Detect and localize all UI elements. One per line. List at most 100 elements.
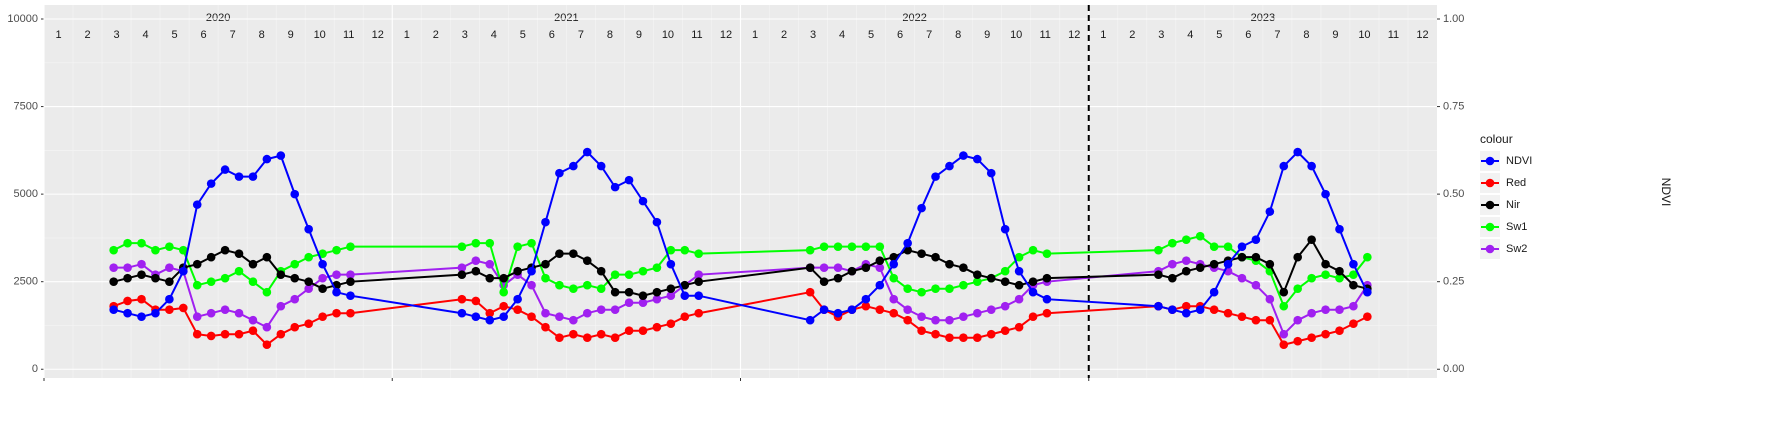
point	[805, 287, 815, 297]
point	[527, 266, 536, 276]
point	[638, 266, 648, 276]
point	[1349, 270, 1358, 279]
point	[1363, 252, 1372, 262]
month-label: 1	[404, 29, 410, 41]
point	[1000, 326, 1010, 336]
point	[555, 168, 564, 178]
month-label: 9	[984, 29, 990, 41]
point	[1168, 305, 1177, 315]
point	[569, 315, 578, 325]
point	[499, 287, 508, 297]
point	[1042, 273, 1052, 283]
point	[123, 238, 132, 248]
legend-label: Sw1	[1506, 221, 1527, 233]
point	[931, 315, 940, 325]
month-label: 11	[1040, 29, 1051, 41]
y2-tick-label: 0.75	[1443, 100, 1464, 112]
point	[986, 168, 996, 178]
point	[151, 273, 160, 283]
point	[109, 277, 118, 286]
legend-label: Nir	[1506, 199, 1520, 211]
point	[638, 291, 648, 300]
point	[1195, 263, 1205, 272]
point	[582, 280, 592, 290]
point	[973, 333, 982, 343]
point	[652, 322, 662, 332]
point	[847, 305, 857, 315]
month-label: 7	[1274, 29, 1280, 41]
legend-point	[1485, 178, 1495, 188]
point	[1154, 245, 1163, 255]
point	[332, 287, 341, 297]
point	[220, 329, 230, 339]
point	[1042, 249, 1052, 258]
point	[1181, 301, 1191, 311]
point	[903, 305, 912, 315]
point	[945, 315, 954, 325]
point	[109, 263, 118, 272]
point	[959, 263, 968, 272]
point	[179, 266, 188, 276]
point	[1209, 242, 1219, 251]
point	[1181, 308, 1191, 318]
point	[1237, 312, 1247, 322]
point	[596, 284, 606, 293]
point	[666, 245, 676, 255]
point	[262, 322, 272, 332]
point	[959, 151, 968, 160]
point	[680, 245, 690, 255]
point	[137, 259, 146, 269]
point	[513, 305, 522, 315]
point	[332, 270, 341, 279]
month-label: 6	[549, 29, 555, 41]
point	[959, 312, 968, 322]
point	[1321, 189, 1330, 199]
point	[666, 259, 676, 269]
point	[973, 308, 982, 318]
point	[248, 315, 258, 325]
point	[638, 196, 648, 206]
point	[318, 273, 327, 283]
month-label: 4	[143, 29, 149, 41]
point	[304, 277, 313, 286]
point	[165, 242, 174, 251]
point	[1321, 259, 1330, 269]
point	[875, 242, 885, 251]
point	[151, 308, 160, 318]
month-label: 12	[1416, 29, 1428, 41]
point	[248, 277, 258, 286]
point	[1028, 287, 1038, 297]
point	[624, 270, 634, 279]
month-label: 8	[1303, 29, 1309, 41]
point	[1042, 294, 1052, 304]
point	[973, 270, 982, 279]
point	[123, 296, 132, 306]
point	[555, 249, 564, 258]
point	[1363, 312, 1372, 322]
month-label: 7	[578, 29, 584, 41]
point	[304, 224, 313, 234]
point	[248, 326, 258, 336]
point	[1335, 273, 1344, 283]
point	[137, 294, 146, 304]
point	[457, 294, 467, 304]
point	[889, 308, 899, 318]
point	[234, 329, 244, 339]
point	[903, 315, 912, 325]
month-label: 8	[607, 29, 613, 41]
point	[165, 294, 174, 304]
point	[527, 238, 536, 248]
point	[276, 329, 286, 339]
point	[1279, 301, 1289, 311]
point	[485, 315, 495, 325]
y-tick-label: 7500	[14, 100, 38, 112]
month-label: 12	[1068, 29, 1080, 41]
legend-label: Sw2	[1506, 243, 1527, 255]
point	[123, 308, 132, 318]
point	[137, 270, 146, 279]
point	[192, 312, 202, 322]
point	[986, 329, 996, 339]
point	[847, 242, 857, 251]
point	[513, 242, 522, 251]
month-label: 6	[897, 29, 903, 41]
